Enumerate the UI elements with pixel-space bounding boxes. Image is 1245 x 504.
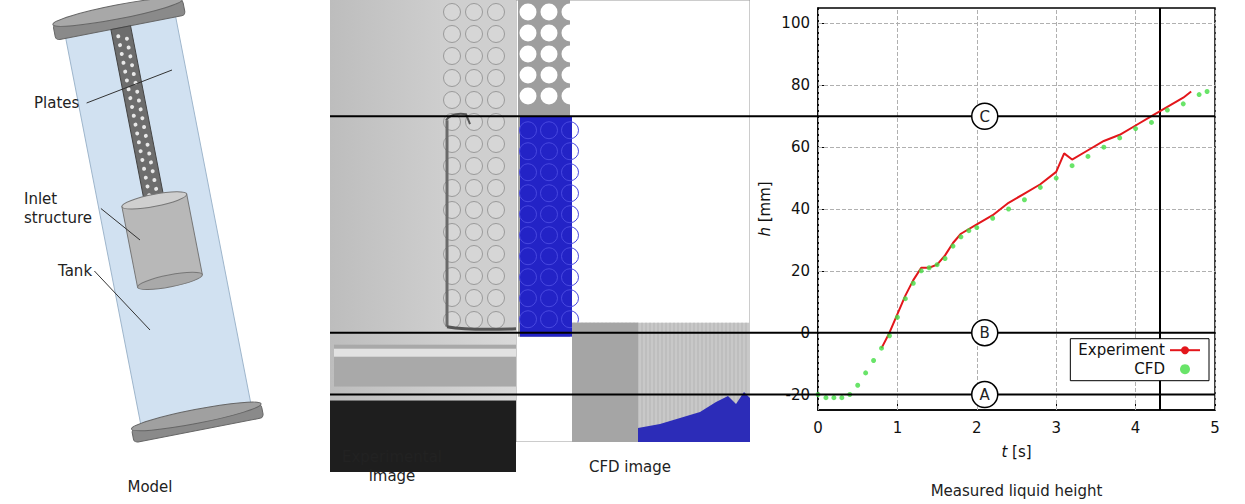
svg-text:1: 1 — [893, 419, 903, 437]
svg-text:B: B — [980, 324, 990, 342]
svg-text:-20: -20 — [786, 386, 811, 404]
svg-text:Inlet: Inlet — [24, 190, 57, 208]
svg-text:Experimental: Experimental — [342, 448, 442, 466]
svg-text:20: 20 — [791, 262, 810, 280]
svg-text:60: 60 — [791, 138, 810, 156]
svg-text:Experiment: Experiment — [1078, 341, 1165, 359]
svg-text:3: 3 — [1051, 419, 1061, 437]
svg-text:0: 0 — [800, 324, 810, 342]
svg-text:t: t — [1001, 442, 1008, 461]
svg-text:CFD: CFD — [1134, 360, 1165, 378]
svg-text:CFD image: CFD image — [589, 458, 671, 476]
svg-text:image: image — [369, 467, 416, 485]
svg-text:structure: structure — [24, 209, 92, 227]
svg-text:h: h — [756, 227, 774, 237]
svg-text:2: 2 — [972, 419, 982, 437]
svg-text:A: A — [980, 386, 991, 404]
svg-text:0: 0 — [813, 419, 823, 437]
svg-text:Plates: Plates — [34, 94, 80, 112]
svg-text:4: 4 — [1131, 419, 1141, 437]
svg-text:[mm]: [mm] — [756, 181, 774, 227]
svg-text:5: 5 — [1210, 419, 1220, 437]
svg-text:Model: Model — [127, 478, 172, 496]
svg-text:Tank: Tank — [57, 262, 92, 280]
svg-text:80: 80 — [791, 76, 810, 94]
svg-text:100: 100 — [781, 14, 810, 32]
svg-text:C: C — [979, 108, 989, 126]
svg-text:[s]: [s] — [1007, 443, 1031, 461]
svg-text:Measured liquid height: Measured liquid height — [931, 482, 1103, 500]
svg-text:40: 40 — [791, 200, 810, 218]
